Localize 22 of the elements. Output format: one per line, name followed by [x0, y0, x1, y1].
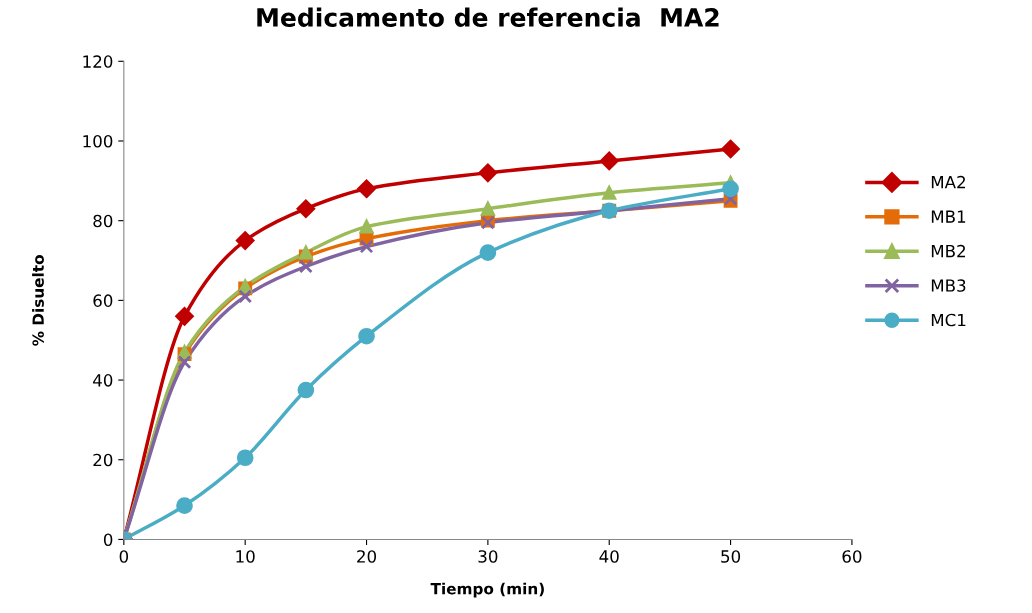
x-tick-label: 30: [478, 550, 498, 563]
y-tick-label: 120: [83, 55, 113, 68]
y-tick-label: 60: [93, 294, 113, 307]
y-tick-label: 20: [93, 453, 113, 467]
x-axis-title: Tiempo (min): [430, 582, 544, 598]
x-tick-label: 20: [357, 550, 377, 563]
chart-title: Medicamento de referencia MA2: [257, 7, 719, 27]
legend-label: MB3: [931, 279, 966, 292]
legend-label: MC1: [931, 313, 966, 327]
x-tick-label: 60: [842, 550, 862, 563]
x-tick-label: 10: [236, 550, 255, 563]
y-tick-label: 0: [103, 533, 113, 547]
x-tick-label: 0: [119, 550, 129, 563]
x-tick-label: 50: [721, 550, 741, 563]
y-tick-label: 80: [93, 214, 113, 228]
legend-label: MB1: [931, 210, 966, 223]
legend-label: MB2: [931, 244, 965, 258]
y-tick-label: 100: [83, 134, 113, 148]
legend-label: MA2: [931, 175, 965, 189]
y-tick-label: 40: [93, 374, 113, 387]
x-tick-label: 40: [599, 550, 619, 563]
y-axis-title: % Disuelto: [32, 255, 44, 346]
